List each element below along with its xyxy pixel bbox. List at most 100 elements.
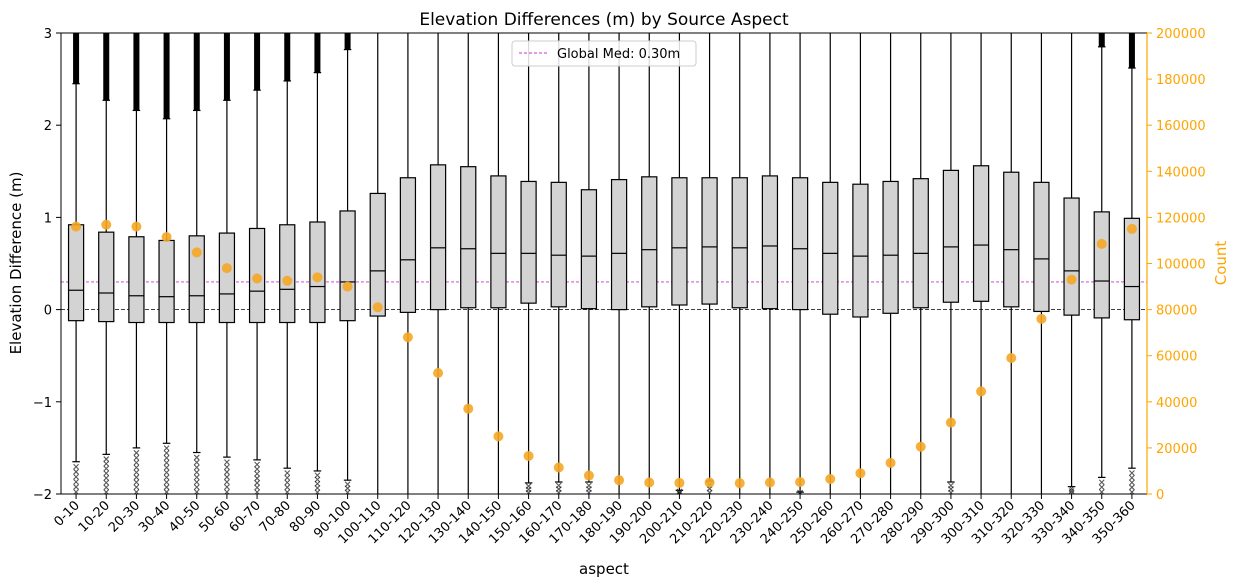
y-axis-right: 0 20000 40000 60000 80000 100000 120000 140000 1… [1146,27,1206,503]
outliers-high [254,33,261,91]
count-marker-350-360 [1126,223,1137,234]
box-iqr [972,165,990,302]
outlier-low [163,474,170,481]
y-tick-label: 0 [44,304,52,319]
y-tick-label: 2 [44,119,52,134]
outlier-low [163,469,170,476]
count-marker-160-170 [553,462,564,473]
box-90-100 [339,33,356,494]
box-120-130 [429,33,447,494]
outlier-low [1129,479,1135,486]
box-190-200 [641,33,658,494]
box-iqr [460,166,477,309]
outlier-low [133,464,140,471]
count-marker-140-150 [493,431,504,442]
outlier-low [948,489,954,494]
outlier-low [193,454,200,461]
box-iqr [67,224,85,322]
outlier-low [555,489,562,494]
box-iqr [641,176,658,308]
outlier-low [163,445,170,452]
count-marker-270-280 [885,457,896,468]
y2-tick-label: 160000 [1156,119,1206,134]
outlier-low [73,484,79,490]
count-marker-300-310 [976,386,987,397]
outlier-low [224,474,230,480]
outlier-low [1098,479,1105,486]
box-330-340 [1063,33,1080,494]
count-marker-290-300 [945,417,956,428]
box-140-150 [490,33,507,494]
y2-tick-label: 140000 [1156,165,1206,180]
x-tick-label: 70-80 [257,498,294,535]
box-iqr [1123,217,1141,321]
count-marker-150-160 [523,450,534,461]
box-160-170 [550,33,567,494]
outlier-low [284,474,291,481]
outliers-high [163,33,170,119]
outlier-low [224,459,230,465]
box-70-80 [279,33,296,494]
outlier-low [193,474,200,481]
outlier-low [193,459,200,466]
outlier-low [525,489,532,494]
outlier-low [254,480,260,486]
box-0-10 [67,33,85,494]
outlier-low [254,466,260,472]
count-marker-120-130 [433,367,444,378]
outlier-low [1129,474,1135,481]
box-170-180 [580,33,598,494]
box-iqr [520,180,537,304]
box-110-120 [399,33,417,494]
outlier-low [1068,488,1075,494]
outliers-high [193,33,200,111]
box-iqr [429,164,447,311]
outliers-high [314,33,321,73]
outlier-low [133,469,140,476]
box-320-330 [1033,33,1050,494]
box-iqr [158,239,175,324]
outlier-low [193,484,200,490]
box-iqr [701,177,718,305]
box-iqr [761,175,779,310]
box-iqr [882,180,899,314]
outlier-low [163,459,170,466]
y-tick-label: −1 [33,396,52,411]
box-20-30 [128,33,145,494]
box-180-190 [610,33,628,494]
outlier-low [1068,485,1075,492]
chart-title: Elevation Differences (m) by Source Aspe… [419,10,789,30]
box-iqr [580,189,598,310]
outlier-low [254,461,260,468]
outlier-low [284,479,291,486]
outlier-low [224,464,230,470]
count-marker-200-210 [674,477,685,488]
box-iqr [188,235,205,324]
x-tick-label: 50-60 [196,498,233,535]
box-60-70 [248,33,266,494]
outlier-low [1068,490,1075,494]
legend-frame [511,40,697,67]
count-marker-210-220 [704,477,715,488]
outlier-low [344,489,351,494]
outlier-low [103,475,110,481]
box-50-60 [218,33,236,494]
box-80-90 [309,33,326,494]
outlier-low [1129,470,1135,476]
box-200-210 [671,33,688,494]
count-marker-220-230 [734,478,745,489]
outlier-low [193,479,200,486]
count-marker-50-60 [221,263,232,274]
count-marker-240-250 [795,477,806,488]
x-tick-label: 40-50 [166,498,203,535]
outlier-low [254,470,260,477]
outliers-high [133,33,140,111]
count-marker-10-20 [101,219,112,230]
y-tick-label: 3 [44,27,52,42]
y2-tick-label: 40000 [1156,396,1197,411]
outlier-low [103,460,110,467]
count-marker-90-100 [342,281,353,292]
box-iqr [369,192,386,317]
box-iqr [1063,197,1080,316]
